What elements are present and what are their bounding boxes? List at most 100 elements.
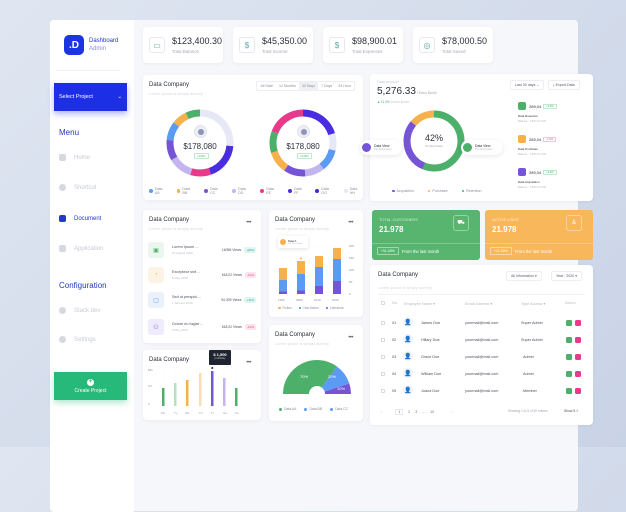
- right-data-view-bubble[interactable]: Data View Put Description: [461, 140, 503, 155]
- sidebar-item-settings[interactable]: Settings: [59, 336, 96, 343]
- edit-icon[interactable]: [566, 336, 572, 343]
- edit-icon[interactable]: [566, 319, 572, 326]
- tab-all-date[interactable]: All Date: [260, 84, 274, 88]
- edit-icon[interactable]: [566, 387, 572, 394]
- shortcut-icon: [59, 184, 66, 191]
- edit-icon[interactable]: [566, 353, 572, 360]
- kpi-change: +11.26%: [490, 247, 512, 255]
- list-item[interactable]: ◔ Excepteur sint ... 5 May 2020 618,02 Vi…: [148, 263, 256, 287]
- card-subtitle: Lorem Ipsum is simply dummy: [149, 91, 204, 96]
- sidebar-item-application[interactable]: Application: [59, 245, 103, 252]
- svg-text:$8k: $8k: [148, 368, 153, 372]
- edit-icon[interactable]: [566, 370, 572, 377]
- tab-7-days[interactable]: 7 Days: [321, 84, 333, 88]
- legend-item: Data FF: [288, 187, 306, 195]
- stat-card-expenses: $ $98,900.01 Total Expenses: [323, 27, 403, 63]
- row-checkbox[interactable]: [381, 338, 385, 343]
- svg-text:50: 50: [349, 280, 353, 284]
- table-row: 03 👤 Grace Doe yourmail@mail.com Admin: [378, 350, 588, 367]
- kpi-total-customers: TOTAL CUSTOMERS 21.978 ⛟ +11.26% From th…: [372, 210, 480, 260]
- delete-icon[interactable]: [575, 370, 581, 377]
- page-10[interactable]: 10: [430, 410, 435, 414]
- left-data-view-bubble[interactable]: Data View Put Description: [360, 140, 402, 155]
- header-no: No: [392, 301, 397, 305]
- page-2[interactable]: 2: [408, 410, 411, 414]
- sidebar-item-label: Stack dev: [74, 307, 101, 314]
- stat-label: Total Saved: [442, 49, 466, 54]
- row-checkbox[interactable]: [381, 321, 385, 326]
- avatar: 👤: [403, 334, 413, 344]
- product-change: ▲ 11.2% Lorem Ipsum: [377, 100, 410, 104]
- svg-text:Mo: Mo: [161, 411, 165, 415]
- information-filter-dropdown[interactable]: All Information ▾: [506, 271, 542, 281]
- card-subtitle: Lorem Ipsum is simply dummy: [275, 226, 330, 231]
- row-checkbox[interactable]: [381, 372, 385, 377]
- brand-subtitle: Admin: [89, 46, 107, 52]
- more-menu-icon[interactable]: •••: [246, 360, 251, 366]
- kpi-change: +11.26%: [377, 247, 399, 255]
- file-icon: ▢: [148, 292, 164, 308]
- sidebar-item-home[interactable]: Home: [59, 154, 90, 161]
- page-3[interactable]: 3: [415, 410, 418, 414]
- sidebar-item-shortcut[interactable]: Shortcut: [59, 184, 96, 191]
- header-email[interactable]: Email Address ▾: [465, 302, 493, 306]
- stat-card-saved: ◎ $78,000.50 Total Saved: [413, 27, 493, 63]
- product-donut-chart: [403, 110, 465, 172]
- card-title: Data Company: [275, 217, 316, 223]
- sidebar-item-stack-dev[interactable]: Stack dev: [59, 307, 100, 314]
- stat-value: $98,900.01: [352, 36, 398, 46]
- delete-icon[interactable]: [575, 387, 581, 394]
- svg-text:Fr: Fr: [211, 411, 214, 415]
- more-menu-icon[interactable]: •••: [246, 220, 251, 226]
- row-checkbox[interactable]: [381, 355, 385, 360]
- delete-icon[interactable]: [575, 353, 581, 360]
- list-item[interactable]: ▢ Sed ut perspici ... 1 January 2019 94,3…: [148, 288, 256, 312]
- logo[interactable]: .D Dashboard Admin: [64, 35, 118, 55]
- sidebar-item-document[interactable]: Document: [59, 215, 101, 222]
- stacked-bar-card: Data Company Lorem Ipsum is simply dummy…: [269, 210, 363, 317]
- donut2-value: $178,080: [286, 142, 320, 151]
- create-project-button[interactable]: + Create Project: [54, 372, 127, 400]
- export-data-button[interactable]: ⤓ Export Data: [548, 80, 580, 90]
- stacked-bar-chart: 200 150 100 50 0 1990 2000 2010 2020: [275, 244, 354, 302]
- card-title: Data Company: [275, 332, 316, 338]
- menu-heading: Menu: [59, 128, 80, 137]
- show-per-page-select[interactable]: Show 5 ˄: [564, 409, 579, 413]
- product-label: Data product: [377, 80, 399, 84]
- users-icon: ⚇: [148, 319, 164, 335]
- center-percentage: 42%: [424, 133, 443, 143]
- divider: [56, 70, 120, 71]
- header-employee-name[interactable]: Employee Name ▾: [404, 302, 436, 306]
- tab-24-hour[interactable]: 24 Hour: [338, 84, 351, 88]
- customers-icon: ⛟: [453, 215, 469, 231]
- kpi-active-user: ACTIVE USER 21.978 & +11.26% From the la…: [485, 210, 593, 260]
- row-checkbox[interactable]: [381, 389, 385, 394]
- delete-icon[interactable]: [575, 336, 581, 343]
- page-1[interactable]: 1: [395, 409, 404, 415]
- income-icon: $: [239, 37, 255, 53]
- next-page-button[interactable]: ›: [451, 410, 453, 414]
- header-type-access[interactable]: Type Access ▾: [521, 302, 546, 306]
- list-item[interactable]: ▣ Lorem Ipsum ... 16 August 2020 16/5M Vi…: [148, 238, 256, 262]
- svg-text:2020: 2020: [332, 298, 339, 302]
- dollar-icon: [194, 125, 207, 138]
- year-filter-dropdown[interactable]: Year : 2020 ▾: [551, 271, 583, 281]
- prev-page-button[interactable]: ‹: [381, 410, 383, 414]
- select-all-checkbox[interactable]: [381, 301, 385, 306]
- tab-30-days[interactable]: 30 Days: [298, 82, 319, 90]
- select-project-dropdown[interactable]: Select Project ⌄: [54, 83, 127, 111]
- pagination: ‹ 1 2 3 ... 10 ›: [381, 409, 452, 415]
- range-dropdown[interactable]: Last 30 days ⌄: [510, 80, 545, 90]
- center-label: Product Data: [425, 144, 443, 148]
- card-subtitle: Lorem Ipsum is simply dummy: [275, 341, 330, 346]
- list-item[interactable]: ⚇ Dolore eu fugiat ... 5 May 2020 618,02 …: [148, 315, 256, 339]
- stacked-tooltip: Data A Put Description: [278, 236, 308, 248]
- delete-icon[interactable]: [575, 319, 581, 326]
- sidebar-item-label: Home: [74, 154, 91, 161]
- more-menu-icon[interactable]: •••: [348, 335, 353, 341]
- more-menu-icon[interactable]: •••: [348, 220, 353, 226]
- svg-text:5%: 5%: [148, 384, 153, 388]
- card-subtitle: Lorem Ipsum is simply dummy: [378, 285, 433, 290]
- tab-12-months[interactable]: 12 Months: [279, 84, 296, 88]
- kpi-label: ACTIVE USER: [492, 217, 519, 222]
